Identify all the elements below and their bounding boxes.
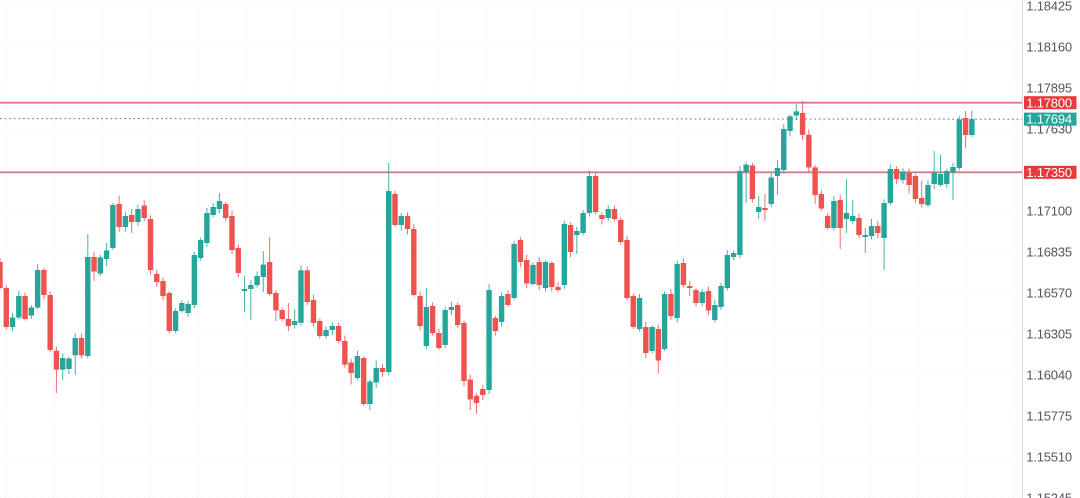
svg-text:1.17694: 1.17694 — [1026, 112, 1072, 127]
svg-text:1.18425: 1.18425 — [1026, 0, 1072, 14]
svg-text:1.16040: 1.16040 — [1026, 368, 1072, 383]
svg-text:1.18160: 1.18160 — [1026, 40, 1072, 55]
svg-text:1.15245: 1.15245 — [1026, 491, 1072, 498]
svg-text:1.16570: 1.16570 — [1026, 286, 1072, 301]
svg-text:1.16305: 1.16305 — [1026, 327, 1072, 342]
svg-text:1.17100: 1.17100 — [1026, 204, 1072, 219]
svg-text:1.16835: 1.16835 — [1026, 245, 1072, 260]
svg-text:1.17800: 1.17800 — [1026, 95, 1072, 110]
svg-text:1.17895: 1.17895 — [1026, 81, 1072, 96]
svg-text:1.17350: 1.17350 — [1026, 165, 1072, 180]
svg-text:1.15775: 1.15775 — [1026, 409, 1072, 424]
svg-text:1.15510: 1.15510 — [1026, 450, 1072, 465]
